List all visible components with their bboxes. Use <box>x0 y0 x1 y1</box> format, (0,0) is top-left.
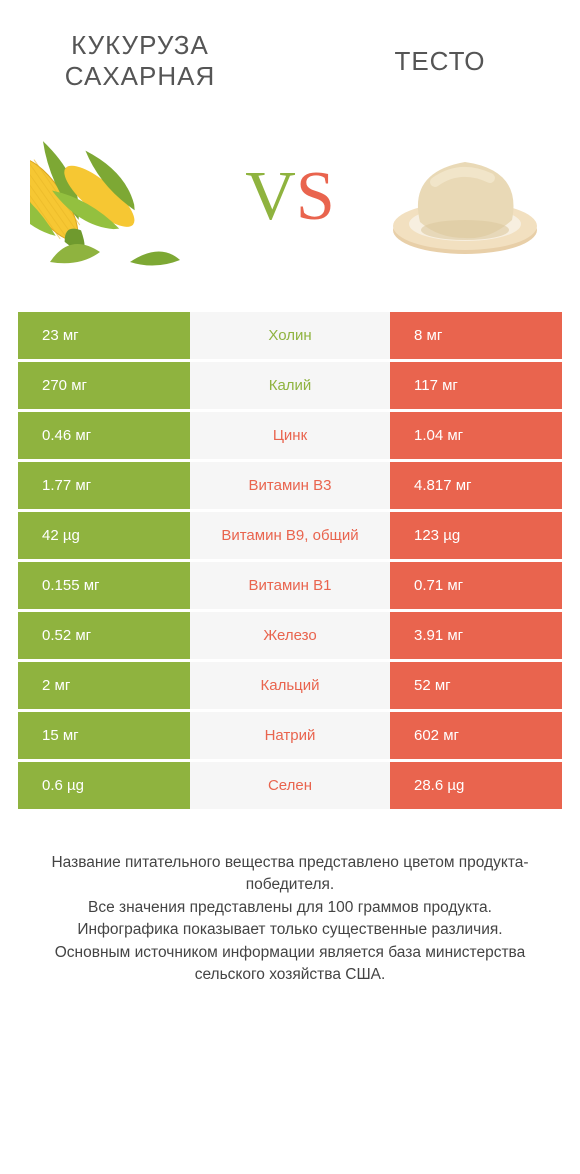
nutrient-label: Витамин B1 <box>190 562 390 609</box>
header: Кукуруза сахарная Тесто <box>0 0 580 102</box>
nutrient-label: Кальций <box>190 662 390 709</box>
nutrition-table: 23 мгХолин8 мг270 мгКалий117 мг0.46 мгЦи… <box>0 312 580 812</box>
left-value: 2 мг <box>18 662 190 709</box>
nutrient-label: Витамин B3 <box>190 462 390 509</box>
left-value: 0.6 µg <box>18 762 190 809</box>
right-value: 8 мг <box>390 312 562 359</box>
right-value: 28.6 µg <box>390 762 562 809</box>
nutrient-label: Витамин B9, общий <box>190 512 390 559</box>
left-value: 0.155 мг <box>18 562 190 609</box>
table-row: 2 мгКальций52 мг <box>18 662 562 709</box>
nutrient-label: Калий <box>190 362 390 409</box>
left-value: 1.77 мг <box>18 462 190 509</box>
nutrient-label: Холин <box>190 312 390 359</box>
right-value: 117 мг <box>390 362 562 409</box>
table-row: 0.6 µgСелен28.6 µg <box>18 762 562 809</box>
table-row: 0.46 мгЦинк1.04 мг <box>18 412 562 459</box>
footer-notes: Название питательного вещества представл… <box>0 812 580 1007</box>
right-value: 123 µg <box>390 512 562 559</box>
table-row: 15 мгНатрий602 мг <box>18 712 562 759</box>
left-product-title: Кукуруза сахарная <box>40 30 240 92</box>
right-value: 602 мг <box>390 712 562 759</box>
right-value: 52 мг <box>390 662 562 709</box>
left-value: 0.46 мг <box>18 412 190 459</box>
table-row: 0.52 мгЖелезо3.91 мг <box>18 612 562 659</box>
right-value: 1.04 мг <box>390 412 562 459</box>
left-value: 42 µg <box>18 512 190 559</box>
dough-icon <box>380 112 550 282</box>
vs-s: S <box>296 157 335 237</box>
footer-line-2: Все значения представлены для 100 граммо… <box>30 897 550 919</box>
right-product-title: Тесто <box>340 46 540 77</box>
right-value: 3.91 мг <box>390 612 562 659</box>
right-value: 0.71 мг <box>390 562 562 609</box>
images-row: VS <box>0 102 580 312</box>
table-row: 0.155 мгВитамин B10.71 мг <box>18 562 562 609</box>
left-value: 23 мг <box>18 312 190 359</box>
vs-v: V <box>245 157 296 237</box>
infographic-container: Кукуруза сахарная Тесто <box>0 0 580 1174</box>
table-row: 270 мгКалий117 мг <box>18 362 562 409</box>
right-value: 4.817 мг <box>390 462 562 509</box>
nutrient-label: Железо <box>190 612 390 659</box>
nutrient-label: Натрий <box>190 712 390 759</box>
table-row: 1.77 мгВитамин B34.817 мг <box>18 462 562 509</box>
nutrient-label: Селен <box>190 762 390 809</box>
left-value: 15 мг <box>18 712 190 759</box>
footer-line-1: Название питательного вещества представл… <box>30 852 550 897</box>
left-value: 270 мг <box>18 362 190 409</box>
footer-line-3: Инфографика показывает только существенн… <box>30 919 550 941</box>
footer-line-4: Основным источником информации является … <box>30 942 550 987</box>
vs-label: VS <box>245 157 335 237</box>
left-value: 0.52 мг <box>18 612 190 659</box>
corn-icon <box>30 112 200 282</box>
table-row: 42 µgВитамин B9, общий123 µg <box>18 512 562 559</box>
table-row: 23 мгХолин8 мг <box>18 312 562 359</box>
nutrient-label: Цинк <box>190 412 390 459</box>
